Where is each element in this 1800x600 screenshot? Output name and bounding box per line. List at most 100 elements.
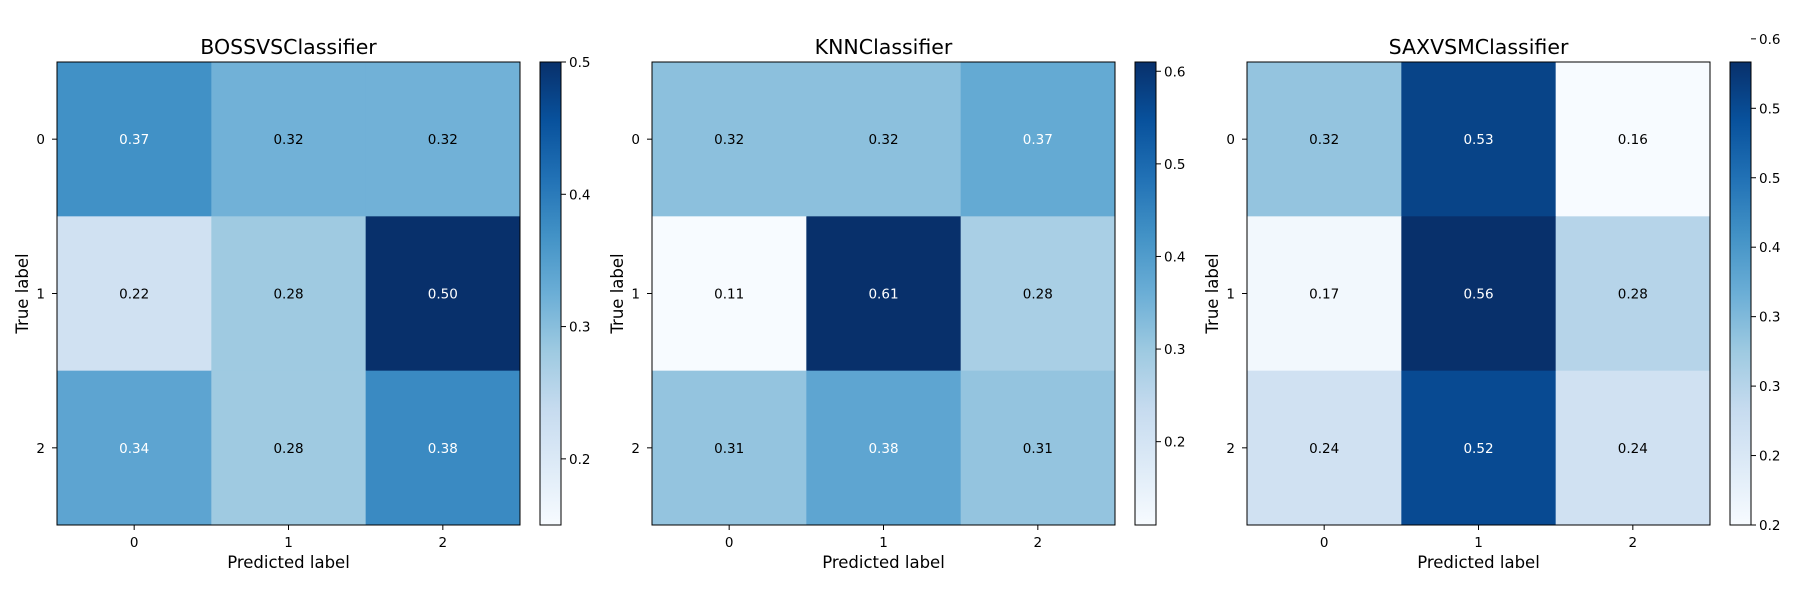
y-axis-label: True label: [1203, 253, 1222, 334]
cell-value-label: 0.50: [428, 287, 458, 303]
heatmap-cell: [57, 62, 212, 217]
x-tick-label: 1: [1474, 535, 1483, 551]
colorbar-tick-label: 0.5: [569, 55, 590, 71]
cell-value-label: 0.32: [1309, 132, 1339, 148]
colorbar-tick-label: 0.6: [1759, 32, 1780, 48]
heatmap-cell: [1401, 216, 1557, 372]
colorbar-tick-label: 0.5: [1759, 171, 1780, 187]
colorbar-tick-label: 0.3: [1759, 379, 1780, 395]
y-axis-label: True label: [13, 253, 32, 334]
heatmap-cell: [960, 216, 1116, 372]
x-tick-label: 0: [130, 535, 139, 551]
colorbar: [1729, 61, 1752, 526]
y-axis-label: True label: [608, 253, 627, 334]
colorbar-tick-label: 0.2: [1164, 435, 1185, 451]
cell-value-label: 0.28: [1618, 287, 1648, 303]
y-tick-label: 0: [631, 132, 640, 148]
x-tick-label: 2: [439, 535, 448, 551]
x-axis-label: Predicted label: [227, 553, 350, 572]
heatmap-cell: [365, 216, 521, 372]
y-tick-label: 1: [36, 287, 45, 303]
cell-value-label: 0.32: [273, 132, 303, 148]
cell-value-label: 0.28: [273, 441, 303, 457]
cell-value-label: 0.32: [428, 132, 458, 148]
cell-value-label: 0.52: [1463, 441, 1493, 457]
y-tick-label: 1: [1226, 287, 1235, 303]
colorbar-tick-label: 0.2: [1759, 449, 1780, 465]
x-axis-label: Predicted label: [822, 553, 945, 572]
cell-value-label: 0.32: [868, 132, 898, 148]
cell-value-label: 0.53: [1463, 132, 1493, 148]
y-tick-label: 0: [36, 132, 45, 148]
cell-value-label: 0.24: [1618, 441, 1648, 457]
colorbar-tick-label: 0.3: [1759, 310, 1780, 326]
x-tick-label: 0: [1320, 535, 1329, 551]
cell-value-label: 0.31: [1023, 441, 1053, 457]
cell-value-label: 0.11: [714, 287, 744, 303]
y-tick-label: 2: [36, 441, 45, 457]
x-tick-label: 2: [1034, 535, 1043, 551]
heatmap-cell: [806, 62, 962, 217]
cell-value-label: 0.37: [1023, 132, 1053, 148]
chart-title: BOSSVSClassifier: [200, 35, 377, 59]
colorbar-tick-label: 0.3: [1164, 342, 1185, 358]
heatmap-cell: [211, 62, 367, 217]
heatmap-cell: [652, 62, 807, 217]
x-tick-label: 2: [1629, 535, 1638, 551]
cell-value-label: 0.16: [1618, 132, 1648, 148]
colorbar-tick-label: 0.5: [1164, 157, 1185, 173]
heatmap-cell: [652, 216, 807, 372]
x-tick-label: 1: [879, 535, 888, 551]
heatmap-cell: [806, 370, 962, 526]
cell-value-label: 0.38: [868, 441, 898, 457]
heatmap-cell: [1401, 62, 1557, 217]
colorbar-tick-label: 0.6: [1164, 64, 1185, 80]
cell-value-label: 0.28: [1023, 287, 1053, 303]
cell-value-label: 0.22: [119, 287, 149, 303]
x-tick-label: 0: [725, 535, 734, 551]
y-tick-label: 2: [1226, 441, 1235, 457]
y-tick-label: 2: [631, 441, 640, 457]
x-axis-label: Predicted label: [1417, 553, 1540, 572]
heatmap-cell: [806, 216, 962, 372]
heatmap-cell: [57, 216, 212, 372]
heatmap-cell: [1247, 370, 1402, 526]
cell-value-label: 0.34: [119, 441, 149, 457]
cell-value-label: 0.24: [1309, 441, 1339, 457]
colorbar-tick-label: 0.4: [569, 187, 590, 203]
colorbar-tick-label: 0.5: [1759, 101, 1780, 117]
cell-value-label: 0.61: [868, 287, 898, 303]
colorbar: [1134, 61, 1157, 526]
heatmap-cell: [652, 370, 807, 526]
heatmap-cell: [1555, 62, 1711, 217]
heatmap-cell: [1555, 216, 1711, 372]
heatmap-cell: [365, 370, 521, 526]
chart-title: KNNClassifier: [815, 35, 953, 59]
heatmap-cell: [960, 370, 1116, 526]
y-tick-label: 0: [1226, 132, 1235, 148]
cell-value-label: 0.37: [119, 132, 149, 148]
heatmap-cell: [1247, 216, 1402, 372]
heatmap-cell: [57, 370, 212, 526]
colorbar-tick-label: 0.2: [569, 452, 590, 468]
heatmap-cell: [211, 370, 367, 526]
heatmap-cell: [365, 62, 521, 217]
heatmap-cell: [1555, 370, 1711, 526]
colorbar-tick-label: 0.3: [569, 320, 590, 336]
cell-value-label: 0.28: [273, 287, 303, 303]
cell-value-label: 0.56: [1463, 287, 1493, 303]
colorbar: [539, 61, 562, 526]
colorbar-tick-label: 0.4: [1759, 240, 1780, 256]
x-tick-label: 1: [284, 535, 293, 551]
heatmap-cell: [211, 216, 367, 372]
cell-value-label: 0.17: [1309, 287, 1339, 303]
y-tick-label: 1: [631, 287, 640, 303]
colorbar-tick-label: 0.2: [1759, 518, 1780, 534]
cell-value-label: 0.32: [714, 132, 744, 148]
heatmap-cell: [1247, 62, 1402, 217]
cell-value-label: 0.31: [714, 441, 744, 457]
heatmap-cell: [1401, 370, 1557, 526]
cell-value-label: 0.38: [428, 441, 458, 457]
chart-title: SAXVSMClassifier: [1389, 35, 1569, 59]
